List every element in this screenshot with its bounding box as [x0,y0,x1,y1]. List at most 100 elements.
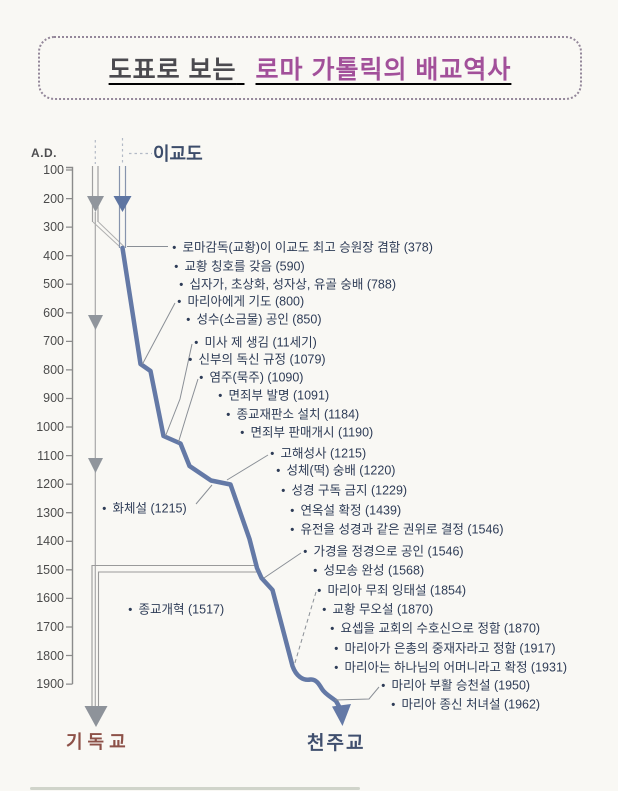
bullet-icon [317,584,322,598]
event-label: 교황 무오설 (1870) [322,599,434,618]
christianity-arrowhead-icon [87,196,104,212]
bullet-icon [179,278,184,292]
christianity-low-arrowhead-icon [88,458,103,473]
event-label: 성수(소금물) 공인 (850) [186,309,322,328]
year-label: 1800 [36,648,64,663]
event-label: 고해성사 (1215) [270,443,367,462]
event-label: 종교개혁 (1517) [128,599,225,618]
event-text: 연옥설 확정 (1439) [300,503,402,518]
pagan-line [118,166,127,248]
event-label: 유전을 성경과 같은 권위로 결정 (1546) [290,519,504,538]
bullet-icon [334,661,339,675]
event-label: 마리아는 하나님의 어머니라고 확정 (1931) [334,657,568,676]
event-text: 화체설 (1215) [112,501,187,516]
event-text: 가경을 정경으로 공인 (1546) [313,544,464,559]
merge-line [92,221,125,248]
era-label: A.D. [31,146,57,160]
event-text: 교황 무오설 (1870) [332,602,434,617]
event-text: 종교재판소 설치 (1184) [236,407,360,422]
year-label: 600 [43,305,64,320]
event-label: 미사 제 생김 (11세기) [194,332,317,351]
event-label: 십자가, 초상화, 성자상, 유골 숭배 (788) [179,274,396,293]
year-label: 1900 [36,677,64,692]
year-label: 700 [43,334,64,349]
event-text: 염주(묵주) (1090) [209,370,304,385]
event-text: 마리아 무죄 잉태설 (1854) [327,583,467,598]
event-text: 마리아 부활 승천설 (1950) [391,678,531,693]
event-label: 종교재판소 설치 (1184) [226,404,360,423]
event-label: 로마감독(교황)이 이교도 최고 승원장 겸함 (378) [172,237,433,256]
event-text: 미사 제 생김 (11세기) [204,335,317,350]
christianity-mid-arrowhead-icon [88,315,103,330]
year-label: 1600 [36,591,64,606]
bullet-icon [330,622,335,636]
bullet-icon [102,502,107,516]
year-label: 1300 [36,505,64,520]
event-connector-dashed [293,591,317,667]
event-text: 성경 구독 금지 (1229) [291,483,408,498]
event-text: 신부의 독신 규정 (1079) [198,352,326,367]
event-text: 마리아는 하나님의 어머니라고 확정 (1931) [344,660,568,675]
year-label: 1200 [36,477,64,492]
bullet-icon [172,241,177,255]
bullet-icon [303,545,308,559]
event-text: 고해성사 (1215) [280,446,367,461]
event-text: 마리아가 은총의 중재자라고 정함 (1917) [344,641,556,656]
bullet-icon [218,389,223,403]
branch-label-catholicism: 천주교 [307,733,366,754]
event-label: 성모송 완성 (1568) [313,560,425,579]
bullet-icon [226,408,231,422]
event-connectors [127,246,380,701]
event-label: 성체(떡) 숭배 (1220) [276,460,396,479]
event-label: 마리아 무죄 잉태설 (1854) [317,580,467,599]
event-text: 십자가, 초상화, 성자상, 유골 숭배 (788) [189,277,396,292]
bullet-icon [174,260,179,274]
event-label: 화체설 (1215) [102,498,187,517]
axis-ticks [66,169,73,685]
bullet-icon [186,313,191,327]
event-label: 마리아 부활 승천설 (1950) [381,675,531,694]
event-text: 로마감독(교황)이 이교도 최고 승원장 겸함 (378) [182,240,433,255]
branch-label-pagan: 이교도 [153,144,203,164]
bullet-icon [188,353,193,367]
bullet-icon [199,371,204,385]
year-label: 1000 [36,420,64,435]
event-label: 면죄부 발명 (1091) [218,385,330,404]
event-label: 요셉을 교회의 수호신으로 정함 (1870) [330,618,541,637]
year-label: 300 [43,220,64,235]
event-label: 마리아에게 기도 (800) [177,291,305,310]
year-label: 1700 [36,619,64,634]
bullet-icon [381,679,386,693]
event-text: 요셉을 교회의 수호신으로 정함 (1870) [340,621,541,636]
event-label: 연옥설 확정 (1439) [290,500,402,519]
year-label: 1100 [37,448,64,463]
bullet-icon [391,698,396,712]
event-text: 면죄부 판매개시 (1190) [250,425,374,440]
reformation-branch [91,564,258,706]
event-label: 마리아가 은총의 중재자라고 정함 (1917) [334,638,556,657]
year-label: 100 [43,163,64,177]
bullet-icon [177,295,182,309]
event-label: 교황 칭호를 갖음 (590) [174,256,305,275]
bullet-icon [290,523,295,537]
event-text: 면죄부 발명 (1091) [228,388,330,403]
dashed-guides [94,138,152,164]
year-label: 400 [43,248,64,263]
event-text: 성체(떡) 숭배 (1220) [286,463,396,478]
page-title: 도표로 보는 로마 가톨릭의 배교역사 [109,50,512,86]
year-label: 1400 [36,534,64,549]
bullet-icon [290,504,295,518]
bullet-icon [194,336,199,350]
bullet-icon [322,603,327,617]
event-label: 마리아 종신 처녀설 (1962) [391,694,541,713]
event-text: 교황 칭호를 갖음 (590) [184,259,305,274]
event-text: 마리아 종신 처녀설 (1962) [401,697,541,712]
event-label: 염주(묵주) (1090) [199,367,304,386]
bullet-icon [313,564,318,578]
year-label: 200 [43,191,64,206]
event-text: 유전을 성경과 같은 권위로 결정 (1546) [300,522,504,537]
catholic-line [120,245,343,712]
event-label: 성경 구독 금지 (1229) [281,480,408,499]
